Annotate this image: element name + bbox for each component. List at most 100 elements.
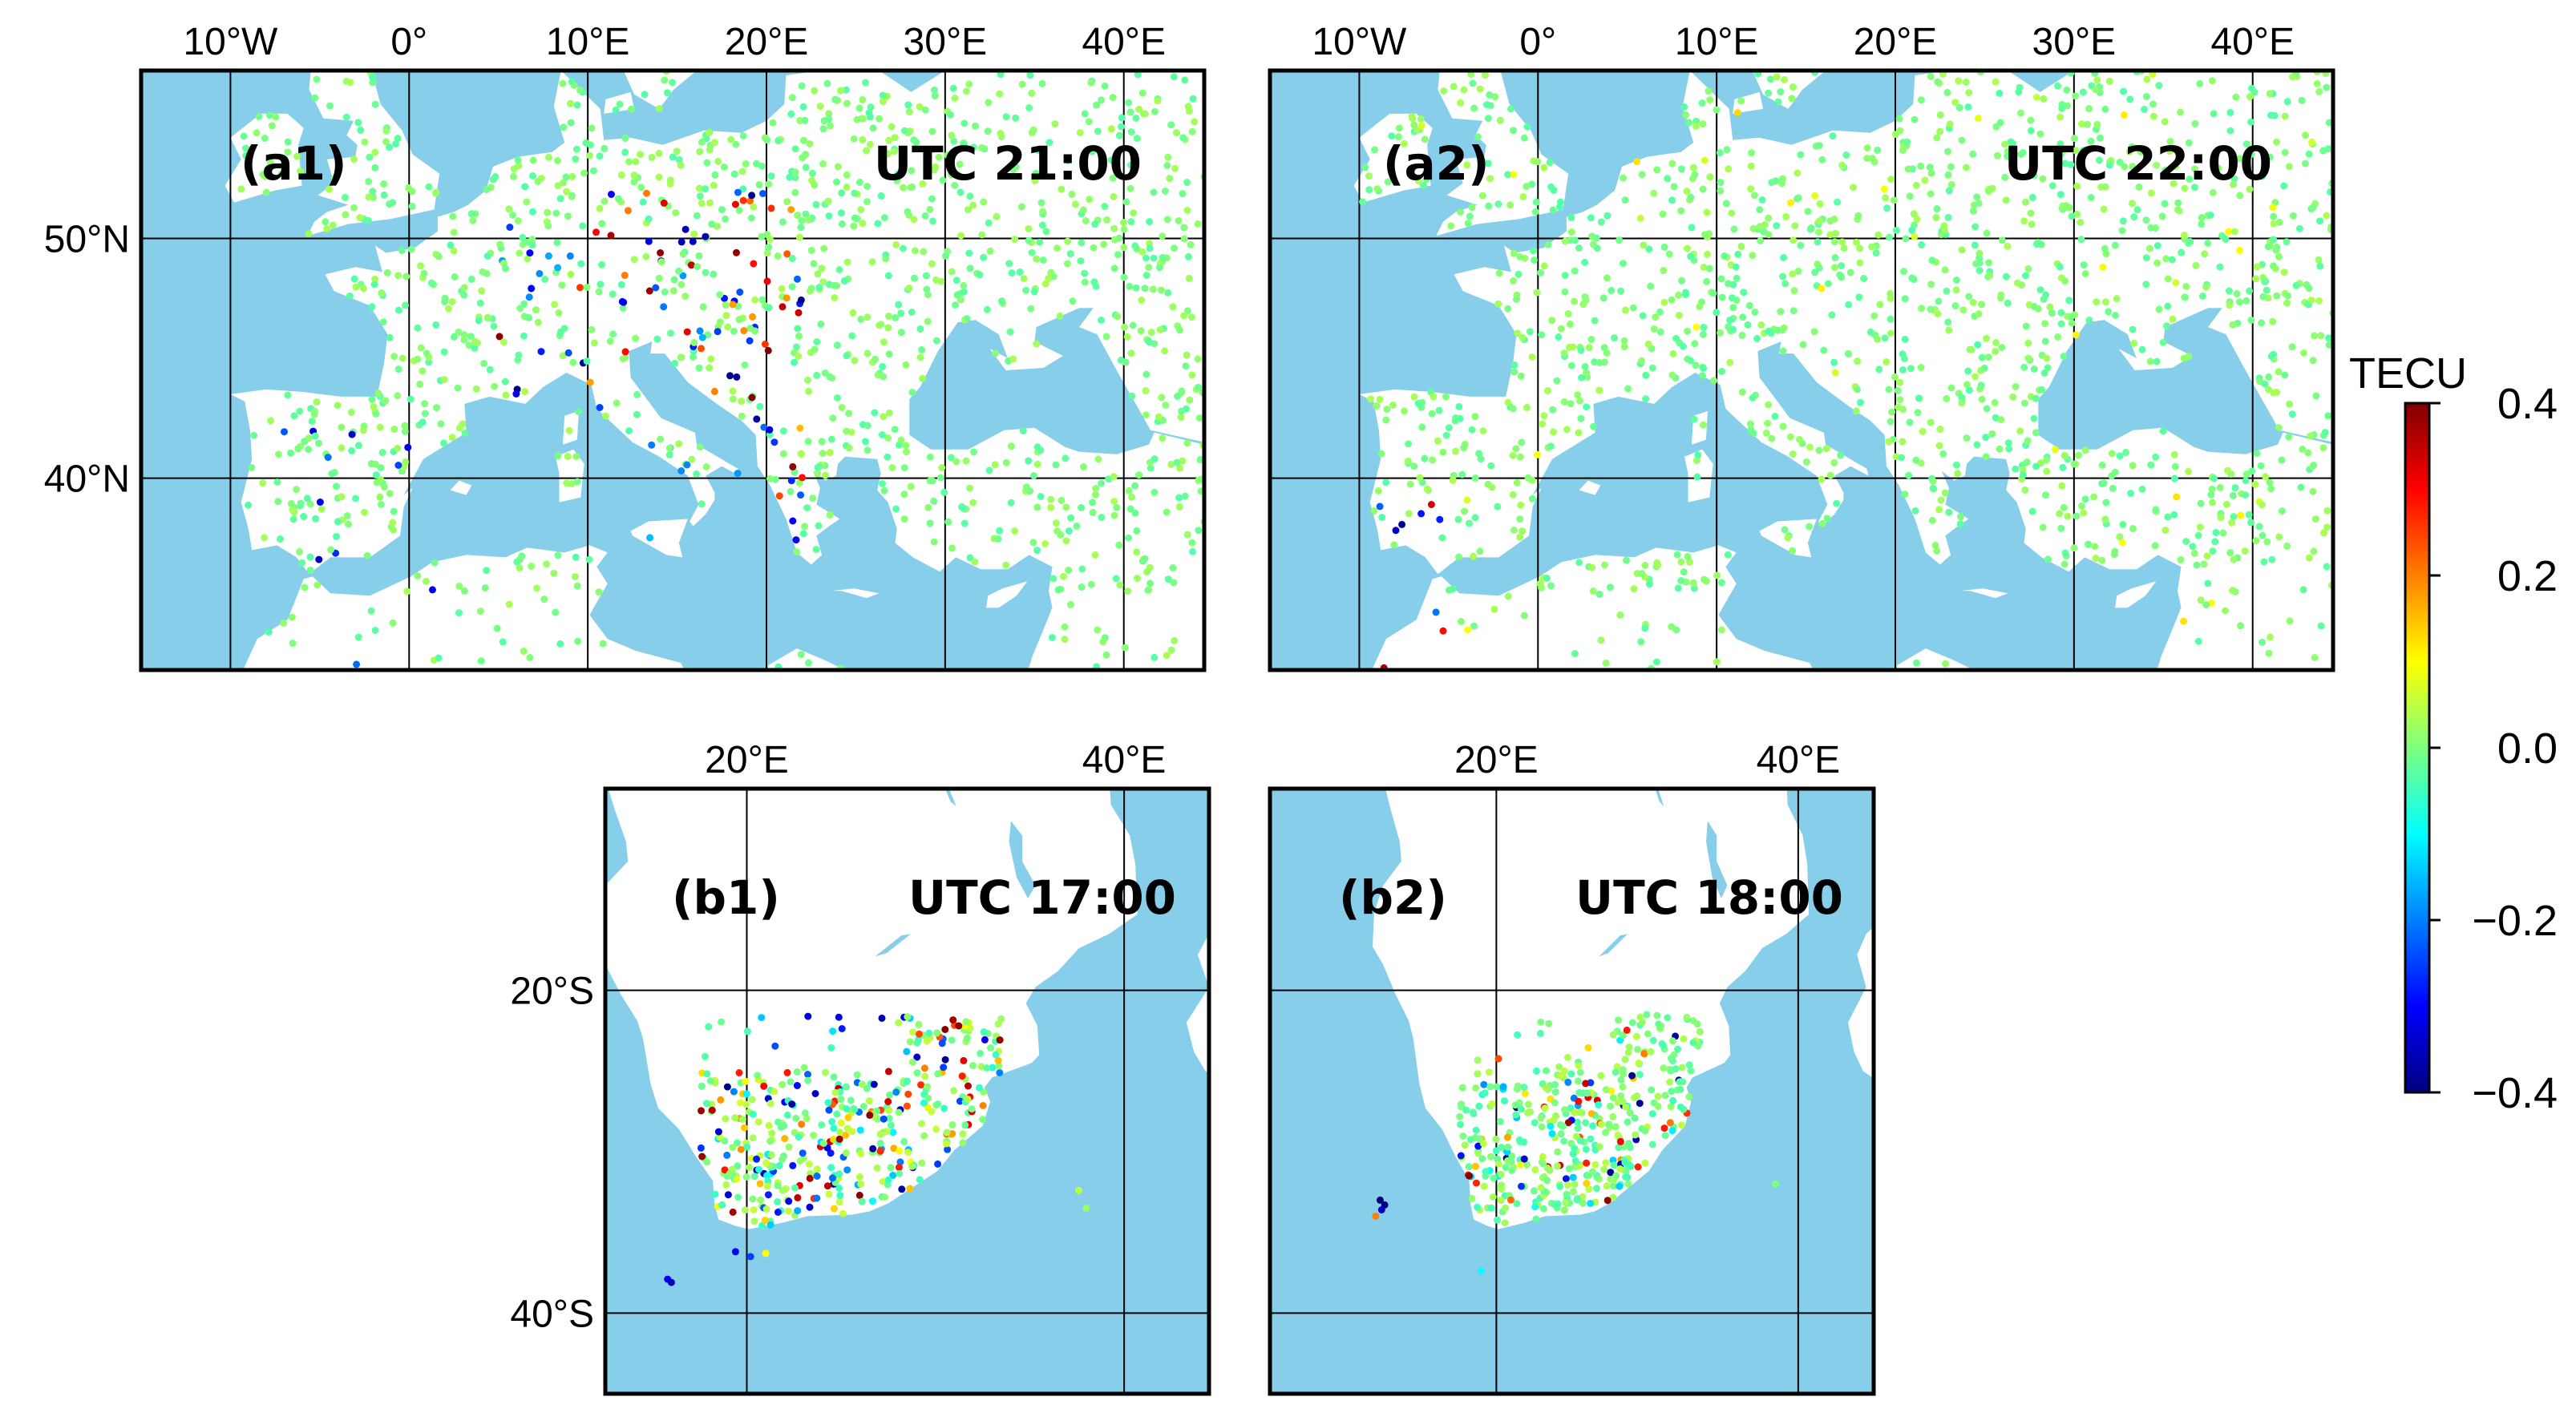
tec-station-point	[1146, 464, 1155, 472]
tec-station-point	[913, 1053, 921, 1061]
tec-station-point	[2273, 138, 2281, 146]
tec-station-point	[824, 1099, 832, 1107]
tec-station-point	[293, 152, 301, 160]
tec-station-point	[422, 577, 430, 585]
tec-station-point	[2028, 507, 2036, 515]
tec-station-point	[932, 1125, 940, 1133]
tec-station-point	[2164, 513, 2172, 521]
tec-station-point	[1793, 169, 1802, 177]
tec-station-point	[806, 140, 814, 147]
tec-station-point	[2012, 465, 2020, 473]
tec-station-point	[765, 304, 773, 312]
tec-station-point	[722, 301, 730, 309]
tec-station-point	[1571, 1157, 1579, 1165]
tec-station-point	[2004, 152, 2012, 160]
tec-station-point	[1969, 150, 1977, 158]
tec-station-point	[1063, 260, 1071, 268]
tec-station-point	[892, 505, 900, 513]
tec-station-point	[758, 1014, 766, 1022]
tec-station-point	[845, 444, 853, 452]
tec-station-point	[1768, 179, 1776, 186]
tec-station-point	[516, 555, 524, 563]
tec-station-point	[1907, 365, 1915, 373]
tec-station-point	[775, 1161, 783, 1169]
tec-station-point	[2024, 264, 2032, 272]
colorbar-tick-label: 0.2	[2497, 552, 2558, 600]
tec-station-point	[1680, 103, 1688, 111]
tec-station-point	[983, 305, 991, 313]
tec-station-point	[1855, 293, 1863, 301]
tec-station-point	[1507, 1157, 1515, 1165]
tec-station-point	[1504, 171, 1512, 179]
tec-station-point	[1734, 250, 1742, 258]
tec-station-point	[1975, 267, 1984, 275]
tec-station-point	[1721, 252, 1729, 260]
tec-station-point	[1607, 286, 1616, 294]
tec-station-point	[2170, 450, 2178, 458]
tec-station-point	[742, 1090, 750, 1098]
tec-station-point	[1126, 505, 1134, 513]
tec-station-point	[2032, 394, 2040, 402]
tec-station-point	[885, 350, 893, 358]
tec-station-point	[505, 600, 513, 608]
tec-station-point	[775, 492, 783, 500]
tec-station-point	[2275, 368, 2283, 376]
tec-station-point	[1509, 490, 1517, 499]
tec-station-point	[1388, 132, 1396, 140]
tec-station-point	[687, 261, 695, 269]
tec-station-point	[1611, 334, 1618, 342]
tec-station-point	[1138, 89, 1146, 97]
tec-station-point	[798, 82, 806, 90]
tec-station-point	[813, 371, 821, 379]
tec-station-point	[1871, 331, 1879, 339]
tec-station-point	[1576, 1136, 1584, 1144]
tec-station-point	[2056, 510, 2064, 518]
tec-station-point	[1728, 294, 1736, 302]
tec-station-point	[1478, 192, 1486, 200]
tec-station-point	[2027, 209, 2035, 217]
tec-station-point	[1539, 1153, 1547, 1161]
tec-station-point	[2034, 305, 2042, 313]
tec-station-point	[819, 125, 827, 133]
tec-station-point	[1725, 165, 1733, 173]
tec-station-point	[1468, 204, 1476, 212]
tec-station-point	[621, 272, 629, 279]
tec-station-point	[1418, 423, 1426, 431]
tec-station-point	[1661, 1132, 1669, 1140]
tec-station-point	[1648, 1086, 1656, 1094]
tec-station-point	[376, 493, 384, 501]
tec-station-point	[1576, 397, 1583, 405]
tec-station-point	[370, 403, 378, 411]
tec-station-point	[889, 1172, 897, 1179]
tec-station-point	[1581, 258, 1589, 266]
tec-station-point	[2286, 400, 2293, 408]
tec-station-point	[1672, 626, 1680, 634]
tec-station-point	[2281, 112, 2289, 120]
tec-station-point	[726, 1170, 734, 1178]
tec-station-point	[1640, 1050, 1648, 1058]
tec-station-point	[1717, 329, 1725, 337]
tec-station-point	[1588, 563, 1596, 571]
tec-station-point	[928, 195, 936, 203]
tec-station-point	[345, 520, 352, 528]
tec-station-point	[378, 289, 386, 297]
tec-station-point	[1927, 281, 1935, 289]
tec-station-point	[1018, 80, 1026, 88]
tec-station-point	[1175, 494, 1183, 502]
lon-tick-label: 40°E	[2210, 21, 2295, 63]
tec-station-point	[2164, 275, 2172, 283]
tec-station-point	[1575, 429, 1583, 437]
lon-tick-labels: 20°E 40°E	[1454, 739, 1840, 781]
tec-station-point	[1365, 186, 1373, 194]
tec-station-point	[783, 1068, 791, 1076]
tec-station-point	[519, 240, 527, 248]
tec-station-point	[595, 588, 603, 596]
tec-station-point	[1656, 1024, 1664, 1031]
tec-station-point	[734, 470, 742, 478]
tec-station-point	[1649, 1036, 1657, 1044]
tec-station-point	[1062, 454, 1070, 462]
tec-station-point	[1039, 256, 1047, 264]
tec-station-point	[2043, 354, 2051, 362]
tec-station-point	[1654, 561, 1661, 569]
tec-station-point	[2004, 242, 2012, 250]
